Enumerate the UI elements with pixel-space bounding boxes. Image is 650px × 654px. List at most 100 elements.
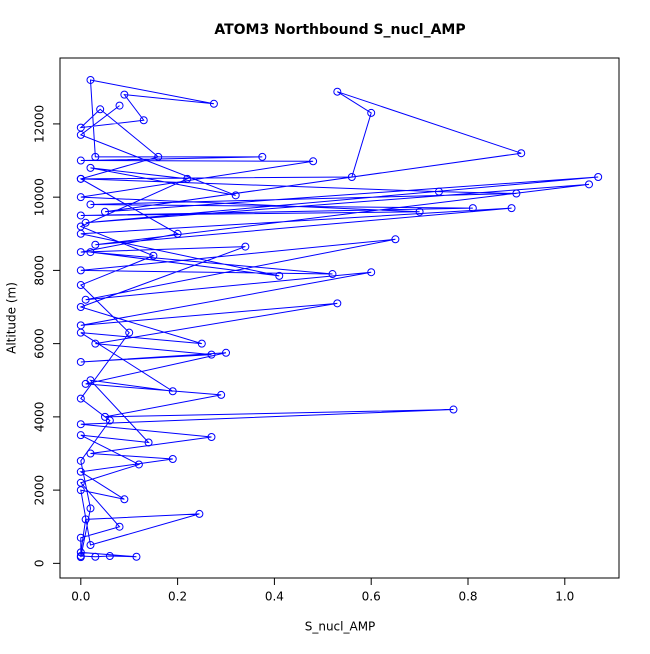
y-tick-label: 10000 bbox=[33, 178, 47, 216]
data-point bbox=[101, 207, 110, 216]
data-point bbox=[86, 541, 95, 550]
y-axis-label: Altitude (m) bbox=[5, 282, 19, 354]
data-point bbox=[132, 552, 141, 561]
data-point bbox=[241, 242, 250, 251]
data-point bbox=[76, 467, 85, 476]
data-point bbox=[149, 251, 158, 260]
y-tick-label: 0 bbox=[33, 560, 47, 568]
y-tick-label: 4000 bbox=[33, 402, 47, 433]
plot-box bbox=[59, 57, 620, 579]
data-point bbox=[76, 553, 85, 562]
data-point bbox=[594, 173, 603, 182]
x-tick-label: 1.0 bbox=[555, 590, 574, 604]
x-tick-label: 0.6 bbox=[362, 590, 381, 604]
data-point bbox=[415, 207, 424, 216]
data-point bbox=[125, 328, 134, 337]
data-point bbox=[517, 149, 526, 158]
data-point bbox=[449, 405, 458, 414]
data-point bbox=[309, 157, 318, 166]
data-point bbox=[76, 156, 85, 165]
data-point bbox=[468, 204, 477, 213]
data-point bbox=[76, 303, 85, 312]
data-point bbox=[207, 350, 216, 359]
y-tick-label: 6000 bbox=[33, 328, 47, 359]
data-point bbox=[91, 339, 100, 348]
data-point bbox=[86, 449, 95, 458]
data-point bbox=[96, 105, 105, 114]
data-point bbox=[76, 420, 85, 429]
data-point bbox=[367, 268, 376, 277]
data-point bbox=[105, 416, 114, 425]
data-point bbox=[584, 180, 593, 189]
data-point bbox=[168, 454, 177, 463]
chart-title: ATOM3 Northbound S_nucl_AMP bbox=[214, 22, 465, 38]
data-point bbox=[139, 116, 148, 125]
data-point bbox=[86, 200, 95, 209]
data-point bbox=[91, 240, 100, 249]
data-point bbox=[76, 456, 85, 465]
data-point bbox=[120, 90, 129, 99]
data-point bbox=[76, 357, 85, 366]
data-point bbox=[86, 163, 95, 172]
data-point bbox=[76, 394, 85, 403]
data-point bbox=[120, 495, 129, 504]
y-tick-label: 8000 bbox=[33, 255, 47, 286]
data-point bbox=[328, 270, 337, 279]
x-tick-label: 0.4 bbox=[265, 590, 284, 604]
x-tick-label: 0.2 bbox=[168, 590, 187, 604]
data-point bbox=[86, 75, 95, 84]
x-tick-label: 0.8 bbox=[458, 590, 477, 604]
data-point bbox=[76, 478, 85, 487]
data-point bbox=[76, 248, 85, 257]
data-point bbox=[168, 387, 177, 396]
data-point bbox=[512, 189, 521, 198]
data-point bbox=[275, 271, 284, 280]
data-point bbox=[91, 152, 100, 161]
data-point bbox=[76, 193, 85, 202]
y-tick-label: 2000 bbox=[33, 475, 47, 506]
data-point bbox=[76, 174, 85, 183]
data-point bbox=[76, 548, 85, 557]
data-point bbox=[105, 552, 114, 561]
data-point bbox=[391, 235, 400, 244]
data-point bbox=[217, 390, 226, 399]
data-point bbox=[81, 515, 90, 524]
data-point bbox=[76, 211, 85, 220]
data-point bbox=[367, 108, 376, 117]
data-point bbox=[86, 376, 95, 385]
data-point bbox=[81, 295, 90, 304]
data-point bbox=[91, 552, 100, 561]
data-point bbox=[207, 433, 216, 442]
data-point bbox=[76, 130, 85, 139]
data-point bbox=[347, 173, 356, 182]
data-point bbox=[154, 152, 163, 161]
data-point bbox=[76, 533, 85, 542]
data-point bbox=[76, 431, 85, 440]
data-line bbox=[79, 79, 599, 558]
data-point bbox=[86, 248, 95, 257]
data-point bbox=[258, 152, 267, 161]
data-point bbox=[76, 266, 85, 275]
data-point bbox=[86, 504, 95, 513]
data-point bbox=[183, 174, 192, 183]
data-point bbox=[76, 281, 85, 290]
data-point bbox=[222, 348, 231, 357]
data-point bbox=[231, 191, 240, 200]
data-point bbox=[209, 99, 218, 108]
data-point bbox=[173, 229, 182, 238]
y-tick-label: 12000 bbox=[32, 105, 46, 143]
data-point bbox=[197, 339, 206, 348]
data-point bbox=[507, 204, 516, 213]
data-point bbox=[434, 187, 443, 196]
data-point bbox=[333, 299, 342, 308]
data-point bbox=[76, 328, 85, 337]
data-point bbox=[144, 438, 153, 447]
data-point bbox=[115, 101, 124, 110]
data-point bbox=[134, 460, 143, 469]
x-tick-label: 0.0 bbox=[71, 590, 90, 604]
x-axis-label: S_nucl_AMP bbox=[305, 620, 376, 634]
data-point bbox=[333, 87, 342, 96]
data-point bbox=[195, 509, 204, 518]
data-point bbox=[115, 522, 124, 531]
